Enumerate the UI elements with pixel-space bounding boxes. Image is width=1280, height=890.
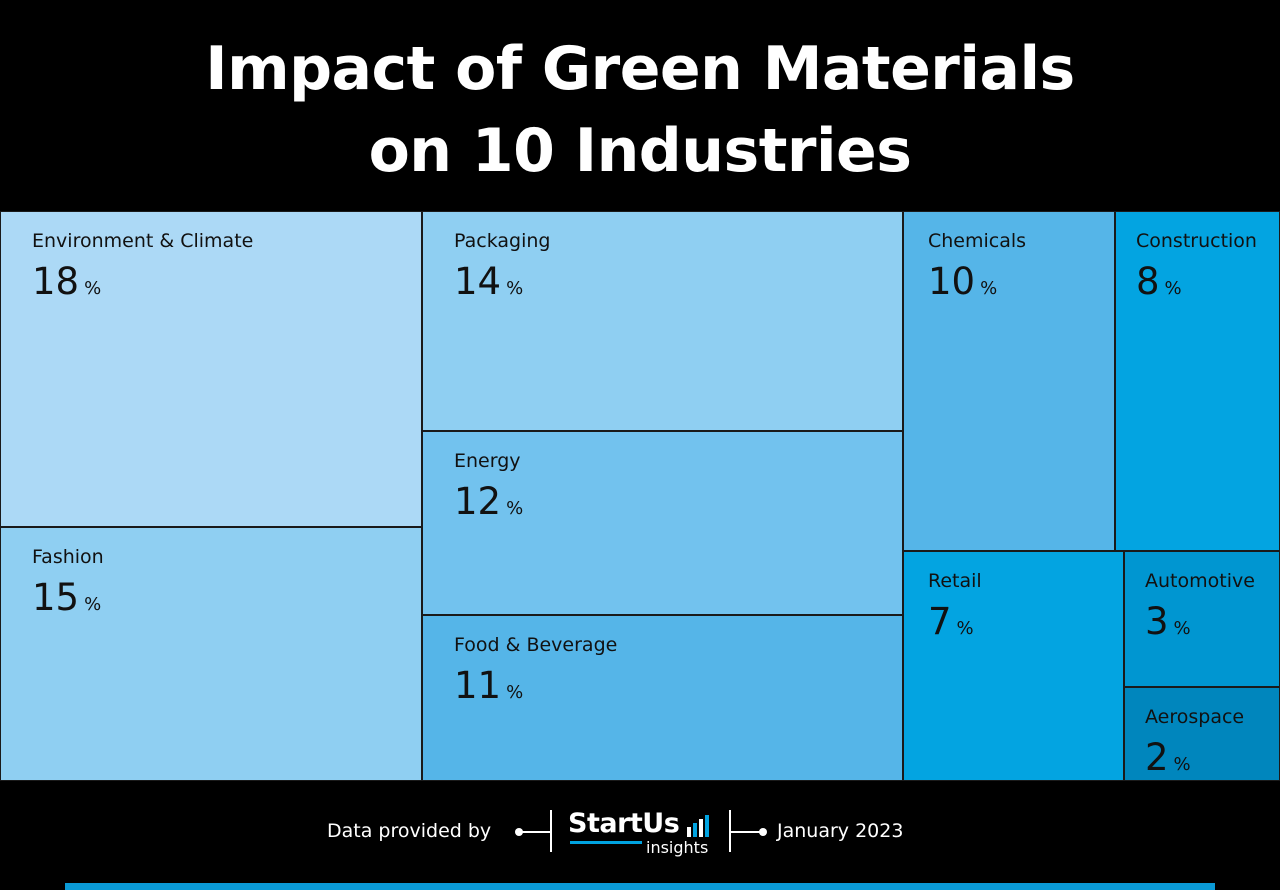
treemap-value-unit: %: [84, 278, 102, 299]
treemap-value-unit: %: [506, 278, 524, 299]
treemap-value: 18%: [32, 260, 101, 304]
treemap: Environment & Climate 18% Fashion 15% Packag…: [0, 211, 1280, 781]
treemap-cell-construction: Construction 8%: [1115, 211, 1280, 551]
treemap-value-unit: %: [506, 682, 524, 703]
footer: Data provided by StartUs insights Januar…: [0, 806, 1280, 857]
treemap-label: Retail: [928, 570, 982, 592]
logo-underline: [570, 841, 642, 844]
treemap-label: Fashion: [32, 546, 104, 568]
treemap-value-unit: %: [980, 278, 998, 299]
treemap-cell-automotive: Automotive 3%: [1124, 551, 1280, 687]
treemap-value-number: 14: [454, 260, 502, 303]
treemap-value: 14%: [454, 260, 523, 304]
treemap-value: 7%: [928, 600, 974, 644]
logo-brand-text: StartUs: [568, 808, 680, 839]
treemap-cell-retail: Retail 7%: [903, 551, 1124, 781]
treemap-value-number: 11: [454, 664, 502, 707]
treemap-value: 15%: [32, 576, 101, 620]
treemap-label: Energy: [454, 450, 521, 472]
treemap-label: Automotive: [1145, 570, 1255, 592]
treemap-value-number: 8: [1136, 260, 1160, 303]
treemap-cell-energy: Energy 12%: [422, 431, 903, 615]
connector-line-left: [520, 831, 550, 833]
treemap-label: Chemicals: [928, 230, 1027, 252]
treemap-cell-aerospace: Aerospace 2%: [1124, 687, 1280, 781]
chart-title-line2: on 10 Industries: [368, 116, 912, 186]
treemap-label: Aerospace: [1145, 706, 1245, 728]
treemap-value-number: 7: [928, 600, 952, 643]
treemap-value: 10%: [928, 260, 997, 304]
date-label: January 2023: [777, 820, 904, 842]
treemap-cell-environment-and-climate: Environment & Climate 18%: [0, 211, 422, 527]
treemap-value-number: 12: [454, 480, 502, 523]
bar-chart-icon: [687, 815, 709, 837]
chart-title: Impact of Green Materials on 10 Industri…: [0, 28, 1280, 192]
treemap-value-number: 18: [32, 260, 80, 303]
treemap-label: Packaging: [454, 230, 551, 252]
treemap-label: Food & Beverage: [454, 634, 618, 656]
treemap-value-number: 10: [928, 260, 976, 303]
treemap-value: 8%: [1136, 260, 1182, 304]
logo-sub-text: insights: [646, 838, 709, 857]
treemap-value: 3%: [1145, 600, 1191, 644]
treemap-cell-fashion: Fashion 15%: [0, 527, 422, 781]
bottom-accent-bar: [65, 883, 1215, 890]
treemap-label: Construction: [1136, 230, 1257, 252]
chart-title-line1: Impact of Green Materials: [205, 34, 1075, 104]
treemap-cell-packaging: Packaging 14%: [422, 211, 903, 431]
treemap-value-number: 3: [1145, 600, 1169, 643]
treemap-cell-food-and-beverage: Food & Beverage 11%: [422, 615, 903, 781]
treemap-value-unit: %: [956, 618, 974, 639]
treemap-value-unit: %: [84, 594, 102, 615]
data-provided-by-label: Data provided by: [327, 820, 492, 842]
treemap-value-unit: %: [506, 498, 524, 519]
treemap-value-number: 2: [1145, 736, 1169, 779]
treemap-value-unit: %: [1173, 754, 1191, 775]
treemap-cell-chemicals: Chemicals 10%: [903, 211, 1115, 551]
divider-right: [729, 810, 731, 852]
treemap-value: 12%: [454, 480, 523, 524]
treemap-value-number: 15: [32, 576, 80, 619]
treemap-value: 11%: [454, 664, 523, 708]
connector-line-right: [731, 831, 761, 833]
treemap-value-unit: %: [1164, 278, 1182, 299]
treemap-value-unit: %: [1173, 618, 1191, 639]
connector-dot-right: [759, 828, 767, 836]
connector-dot-left: [515, 828, 523, 836]
treemap-label: Environment & Climate: [32, 230, 254, 252]
startus-insights-logo: StartUs insights: [568, 808, 718, 857]
divider-left: [550, 810, 552, 852]
treemap-value: 2%: [1145, 736, 1191, 780]
